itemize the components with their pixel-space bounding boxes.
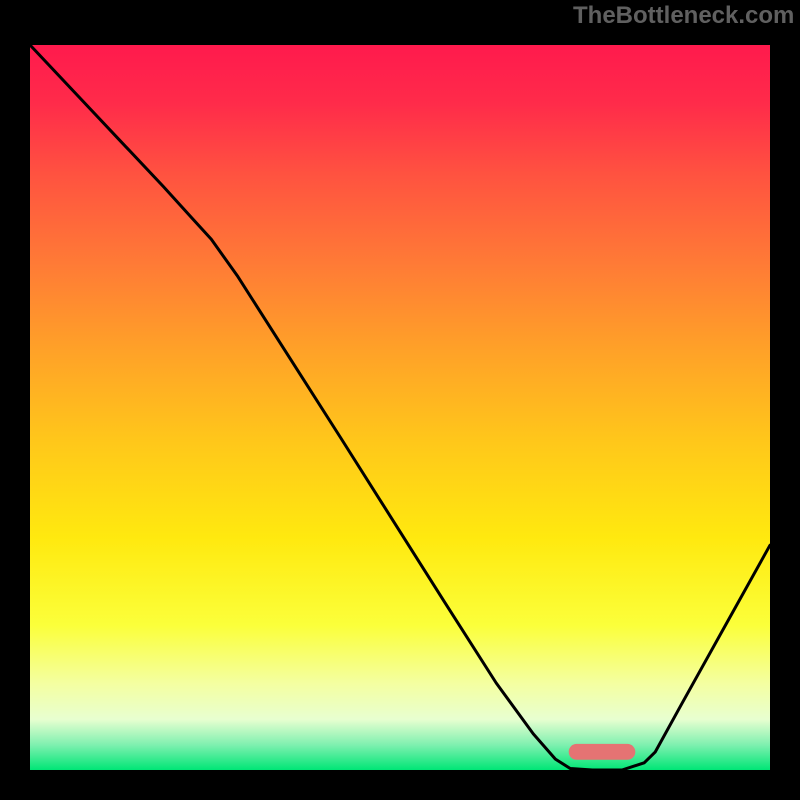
chart-gradient-background — [30, 45, 770, 770]
watermark-text: TheBottleneck.com — [573, 2, 794, 30]
